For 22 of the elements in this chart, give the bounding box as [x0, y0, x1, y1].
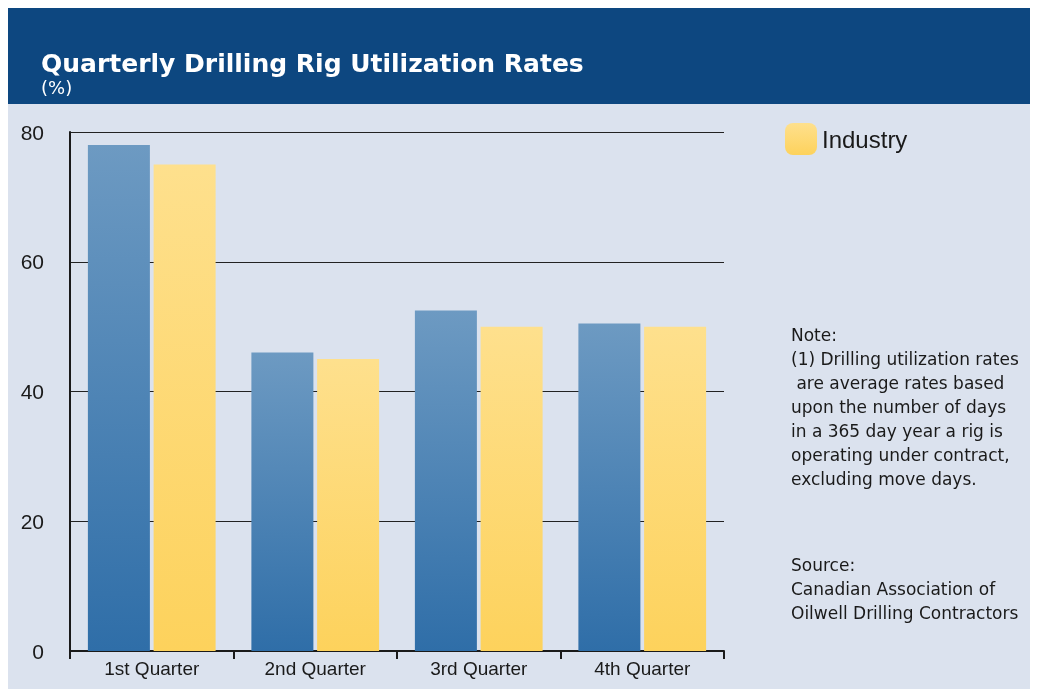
- x-tick-label: 3rd Quarter: [430, 658, 528, 679]
- x-tick-label: 1st Quarter: [104, 658, 200, 679]
- y-tick-label: 0: [32, 639, 44, 663]
- bar: [480, 326, 543, 651]
- bar: [317, 359, 380, 651]
- y-tick-label: 40: [20, 380, 44, 403]
- text: Note: (1) Drilling utilization rates are average rates based upon the number of days in a 365 day year a rig is operating under contract, excluding move days.: [791, 325, 1019, 489]
- legend-label: Industry: [822, 125, 908, 153]
- bar: [578, 323, 641, 651]
- source-note: Source: Canadian Association of Oilwell Drilling Contractors: [791, 555, 1019, 623]
- chart-subtitle: (%): [41, 76, 73, 98]
- y-tick-label: 20: [20, 509, 44, 533]
- bar: [251, 352, 314, 651]
- bar: [644, 326, 707, 651]
- bar: [87, 144, 150, 651]
- bar: [153, 164, 216, 651]
- y-tick-label: 80: [20, 120, 44, 144]
- x-tick-label: 2nd Quarter: [264, 658, 367, 679]
- x-tick-label: 4th Quarter: [594, 658, 691, 679]
- bar: [414, 310, 477, 651]
- y-tick-label: 60: [20, 250, 44, 274]
- chart-title: Quarterly Drilling Rig Utilization Rates: [41, 49, 584, 78]
